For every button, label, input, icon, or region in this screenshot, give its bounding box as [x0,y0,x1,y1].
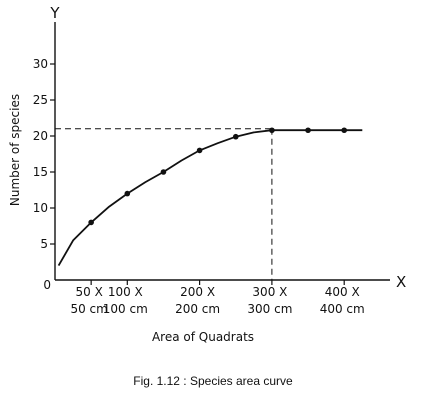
x-tick-label-bottom: 200 cm [175,302,220,316]
x-tick-label-top: 300 X [252,285,287,299]
y-axis-title: Number of species [8,94,22,206]
data-point [232,133,239,140]
data-point [88,219,94,226]
y-tick-label: 25 [33,93,48,107]
data-point [269,127,275,134]
data-point [341,127,348,134]
y-tick-label: 30 [33,57,48,71]
y-ticks: 5 10 15 20 25 30 [33,57,55,251]
x-axis-title: Area of Quadrats [152,330,254,344]
origin-label: 0 [43,278,51,292]
x-tick-label-top: 100 X [108,285,143,299]
y-tick-label: 5 [40,237,48,251]
x-tick-label-bottom: 300 cm [247,302,292,316]
figure-caption: Fig. 1.12 : Species area curve [133,374,293,388]
y-axis-letter: Y [49,4,60,22]
axes [54,22,390,281]
y-tick-label: 15 [33,165,48,179]
x-tick-label-top: 50 X [75,285,102,299]
data-point [196,147,203,154]
data-point [160,169,167,175]
x-tick-label-top: 200 X [180,285,215,299]
y-tick-label: 10 [33,201,48,215]
species-curve [57,129,363,267]
x-tick-label-bottom: 100 cm [103,302,148,316]
x-tick-label-bottom: 50 cm [70,302,107,316]
curve-line [57,129,363,267]
y-tick-label: 20 [33,129,48,143]
data-point [305,127,311,134]
data-point [124,190,131,197]
reference-lines [55,128,273,280]
data-points [88,127,348,226]
x-tick-label-top: 400 X [325,285,360,299]
x-tick-label-bottom: 400 cm [320,302,365,316]
x-axis-letter: X [396,273,406,291]
